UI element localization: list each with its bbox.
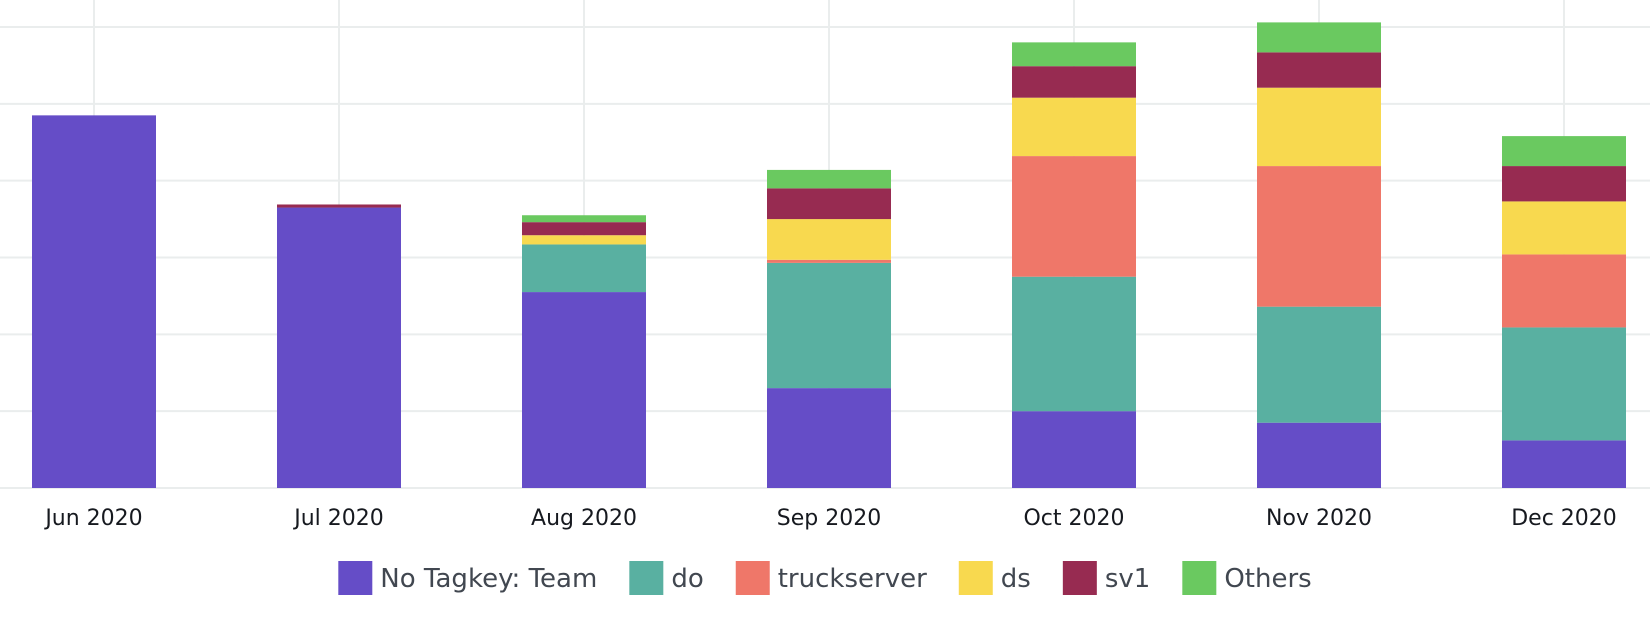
bar-segment-sv1-oct-2020[interactable] xyxy=(1012,66,1136,98)
legend-swatch xyxy=(338,561,373,595)
x-tick-label: Sep 2020 xyxy=(777,506,881,531)
x-tick-label: Dec 2020 xyxy=(1511,506,1617,531)
legend-swatch xyxy=(1062,561,1097,595)
legend-item-truckserver[interactable]: truckserver xyxy=(735,561,927,595)
legend-item-no-tagkey-team[interactable]: No Tagkey: Team xyxy=(338,561,597,595)
legend-swatch xyxy=(735,561,770,595)
bar-segment-no-tagkey-team-jun-2020[interactable] xyxy=(32,115,156,488)
bar-segment-truckserver-sep-2020[interactable] xyxy=(767,259,891,263)
legend-label: No Tagkey: Team xyxy=(380,564,597,594)
bar-segment-do-oct-2020[interactable] xyxy=(1012,276,1136,412)
bar-segment-sv1-nov-2020[interactable] xyxy=(1257,52,1381,88)
legend-swatch xyxy=(629,561,664,595)
legend: No Tagkey: Team do truckserver ds sv1 Others xyxy=(338,561,1312,595)
bar-segment-ds-dec-2020[interactable] xyxy=(1502,201,1626,255)
bar-segment-no-tagkey-team-nov-2020[interactable] xyxy=(1257,422,1381,488)
bar-segment-do-aug-2020[interactable] xyxy=(522,244,646,293)
bar-segment-do-nov-2020[interactable] xyxy=(1257,306,1381,423)
legend-label: ds xyxy=(1001,564,1031,594)
bar-segment-ds-nov-2020[interactable] xyxy=(1257,87,1381,167)
legend-swatch xyxy=(1182,561,1217,595)
bar-segment-sv1-dec-2020[interactable] xyxy=(1502,166,1626,202)
bar-segment-no-tagkey-team-aug-2020[interactable] xyxy=(522,292,646,488)
legend-item-others[interactable]: Others xyxy=(1182,561,1312,595)
legend-item-sv1[interactable]: sv1 xyxy=(1062,561,1150,595)
bar-segment-ds-oct-2020[interactable] xyxy=(1012,97,1136,157)
bar-segment-others-oct-2020[interactable] xyxy=(1012,42,1136,67)
x-tick-label: Jul 2020 xyxy=(292,506,384,531)
bar-segment-truckserver-nov-2020[interactable] xyxy=(1257,166,1381,307)
x-tick-label: Aug 2020 xyxy=(531,506,637,531)
bar-segment-sv1-jul-2020[interactable] xyxy=(277,204,401,208)
bar-segment-no-tagkey-team-dec-2020[interactable] xyxy=(1502,440,1626,488)
x-axis: Jun 2020 Jul 2020 Aug 2020 Sep 2020 Oct 2020… xyxy=(43,506,1616,531)
bar-segment-others-dec-2020[interactable] xyxy=(1502,136,1626,167)
legend-label: sv1 xyxy=(1105,564,1150,594)
x-tick-label: Oct 2020 xyxy=(1023,506,1124,531)
bar-segment-others-sep-2020[interactable] xyxy=(767,169,891,189)
legend-label: Others xyxy=(1224,564,1311,594)
bar-segment-no-tagkey-team-oct-2020[interactable] xyxy=(1012,411,1136,488)
bar-segment-truckserver-dec-2020[interactable] xyxy=(1502,254,1626,328)
bar-segment-sv1-aug-2020[interactable] xyxy=(522,222,646,236)
bars xyxy=(32,22,1626,488)
legend-label: truckserver xyxy=(778,564,927,594)
bar-segment-ds-sep-2020[interactable] xyxy=(767,219,891,260)
x-tick-label: Nov 2020 xyxy=(1266,506,1372,531)
bar-segment-others-aug-2020[interactable] xyxy=(522,215,646,223)
bar-segment-do-dec-2020[interactable] xyxy=(1502,327,1626,441)
bar-segment-truckserver-oct-2020[interactable] xyxy=(1012,156,1136,277)
bar-segment-no-tagkey-team-jul-2020[interactable] xyxy=(277,207,401,488)
bar-segment-ds-aug-2020[interactable] xyxy=(522,235,646,245)
bar-segment-sv1-sep-2020[interactable] xyxy=(767,188,891,220)
bar-segment-no-tagkey-team-sep-2020[interactable] xyxy=(767,388,891,488)
legend-item-ds[interactable]: ds xyxy=(958,561,1031,595)
legend-swatch xyxy=(958,561,993,595)
x-tick-label: Jun 2020 xyxy=(43,506,142,531)
bar-segment-others-nov-2020[interactable] xyxy=(1257,22,1381,53)
bar-segment-do-sep-2020[interactable] xyxy=(767,262,891,389)
legend-label: do xyxy=(671,564,703,594)
legend-item-do[interactable]: do xyxy=(629,561,704,595)
